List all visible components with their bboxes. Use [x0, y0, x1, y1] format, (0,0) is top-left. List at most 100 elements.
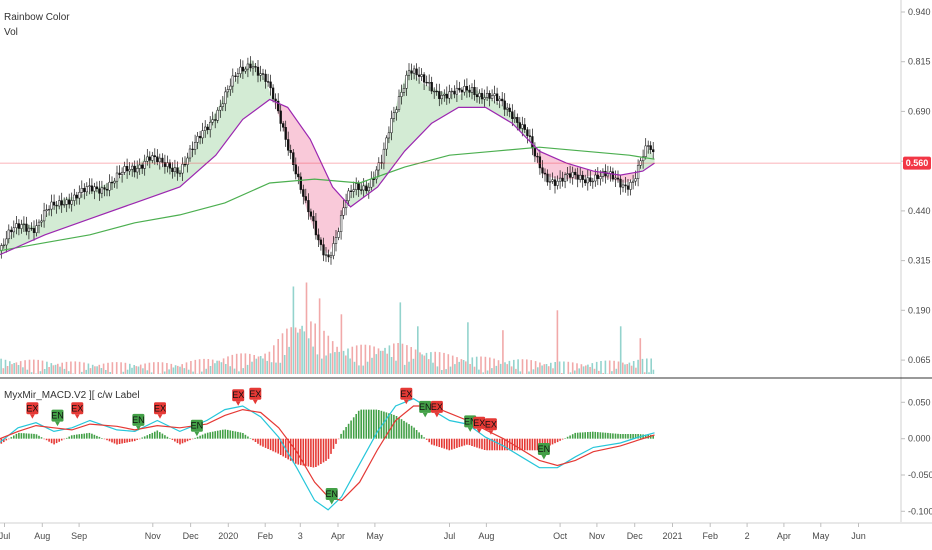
candle-body [455, 87, 459, 95]
histogram-bar [93, 434, 96, 439]
candle-body [425, 81, 428, 84]
histogram-bar [587, 432, 589, 439]
volume-bar [600, 361, 602, 374]
volume-bar [443, 352, 445, 374]
legend-rainbow-color[interactable]: Rainbow Color [4, 12, 70, 23]
histogram-bar [10, 437, 13, 439]
volume-bar [534, 361, 537, 374]
candle-body [266, 81, 270, 83]
time-tick-label: May [366, 531, 384, 541]
volume-bar [373, 346, 375, 374]
label-pointer [74, 414, 80, 419]
candle-body [188, 148, 192, 159]
volume-bar [386, 353, 388, 374]
candle-body [506, 107, 509, 110]
histogram-bar [25, 433, 28, 439]
time-axis[interactable]: Jul Aug Sep Nov Dec 2020 Feb 3 Apr May Jul Aug Oct No… [0, 523, 866, 541]
histogram-bar [581, 432, 584, 439]
volume-bar [107, 362, 109, 374]
label-text: EN [51, 411, 64, 421]
volume-bar [637, 359, 639, 374]
candle-body [528, 135, 532, 137]
label-pointer [541, 455, 547, 460]
volume-bar [471, 357, 474, 374]
label-text: EN [464, 416, 477, 426]
volume-bar [541, 365, 543, 374]
histogram-bar [242, 433, 244, 439]
candle-body [377, 162, 380, 171]
histogram-bar [305, 438, 307, 466]
macd-tick-label: -0.050 [908, 470, 932, 480]
histogram-bar [136, 438, 138, 440]
histogram-bar [644, 434, 647, 439]
candle-body [440, 95, 443, 100]
histogram-bar [191, 438, 194, 440]
volume-bar [366, 361, 369, 374]
candle-body [7, 229, 10, 240]
volume-bar [87, 363, 90, 374]
candle-body [65, 199, 68, 205]
histogram-bar [410, 425, 413, 439]
histogram-bar [106, 438, 108, 441]
candle-body [543, 172, 547, 175]
candle-body [206, 126, 209, 130]
ma-fast-line [0, 98, 655, 256]
volume-bar [427, 359, 430, 374]
candle-body [282, 123, 285, 128]
candle-body [80, 188, 83, 193]
volume-bar [615, 368, 618, 374]
volume-bar [510, 366, 513, 374]
volume-bar [192, 371, 194, 374]
volume-bar [460, 359, 463, 374]
volume-bar [528, 371, 530, 374]
candle-body [631, 180, 635, 183]
candle-body [445, 93, 448, 99]
candle-body [216, 109, 219, 121]
volume-bar [613, 360, 615, 374]
histogram-bar [204, 433, 206, 439]
volume-bar [109, 372, 111, 374]
label-pointer [135, 425, 141, 431]
candle-body [138, 164, 141, 169]
histogram-bar [345, 427, 347, 439]
histogram-bar [642, 434, 644, 439]
histogram-bar [428, 438, 430, 443]
histogram-bar [385, 412, 388, 439]
candle-body [619, 178, 622, 188]
volume-bar [547, 366, 550, 374]
candle-body [156, 156, 159, 163]
legend-vol[interactable]: Vol [4, 27, 18, 38]
candle-body [362, 185, 365, 191]
volume-bar [377, 348, 380, 374]
histogram-bar [101, 438, 103, 439]
label-box [190, 419, 203, 432]
volume-bar [187, 369, 190, 374]
candle-body [385, 137, 388, 150]
candle-body [292, 152, 295, 165]
histogram-bar [121, 438, 123, 444]
volume-bar [259, 356, 262, 374]
volume-bar [552, 368, 554, 374]
candle-body [463, 86, 466, 93]
candle-body [382, 148, 386, 164]
volume-bar [35, 373, 37, 374]
histogram-bar [81, 433, 83, 439]
histogram-bar [264, 438, 267, 448]
volume-bar [458, 361, 460, 374]
volume-bar [345, 355, 347, 374]
histogram-bar [65, 437, 68, 439]
volume-bar [177, 365, 179, 374]
candle-body [485, 93, 489, 98]
candle-body [538, 156, 542, 169]
histogram-bar [222, 429, 224, 439]
time-tick-label: Feb [257, 531, 273, 541]
candle-body [95, 186, 99, 189]
candle-body [158, 157, 161, 163]
legend-macd[interactable]: MyxMir_MACD.V2 ][ c/w Label [4, 390, 140, 401]
label-pointer [252, 399, 258, 405]
candle-body [367, 186, 370, 192]
candle-body [365, 185, 368, 192]
macd-axis[interactable]: 0.050 0.000 -0.050 -0.100 [900, 379, 932, 522]
candle-body [634, 178, 637, 182]
